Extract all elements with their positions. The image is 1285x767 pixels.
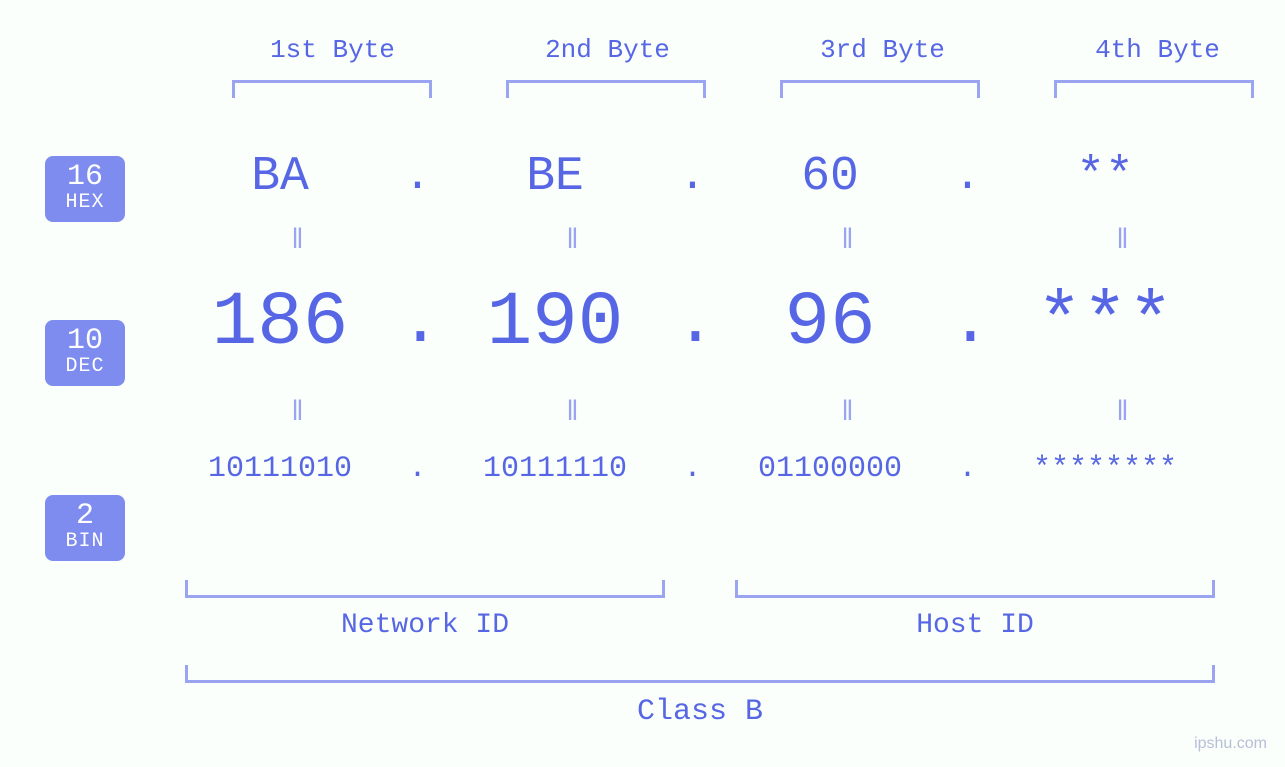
bin-octet-2: 10111110 [435, 452, 675, 486]
byte-bracket [1054, 80, 1254, 98]
dot-separator: . [950, 452, 985, 486]
badge-hex-num: 16 [45, 162, 125, 192]
hex-octet-4: ** [985, 150, 1225, 204]
dot-separator: . [950, 152, 985, 202]
badge-bin-num: 2 [45, 501, 125, 531]
host-id-label: Host ID [735, 610, 1215, 641]
class-label: Class B [185, 695, 1215, 729]
dec-octet-4: *** [985, 280, 1225, 366]
watermark: ipshu.com [1194, 735, 1267, 753]
hex-octet-2: BE [435, 150, 675, 204]
dec-octet-1: 186 [160, 280, 400, 366]
byte-bracket [506, 80, 706, 98]
equals-icon: ‖ [903, 394, 1285, 430]
dec-row: 186 . 190 . 96 . *** [160, 280, 1270, 366]
network-id-label: Network ID [185, 610, 665, 641]
dot-separator: . [400, 152, 435, 202]
bin-octet-1: 10111010 [160, 452, 400, 486]
bin-octet-4: ******** [985, 452, 1225, 486]
dot-separator: . [675, 285, 710, 362]
byte-header-3: 3rd Byte [745, 35, 1020, 65]
equals-row: ‖ ‖ ‖ ‖ [160, 394, 1270, 430]
dot-separator: . [950, 285, 985, 362]
badge-bin: 2 BIN [45, 495, 125, 561]
bin-octet-3: 01100000 [710, 452, 950, 486]
byte-bracket [780, 80, 980, 98]
byte-bracket-row [195, 80, 1285, 98]
byte-header-4: 4th Byte [1020, 35, 1285, 65]
hex-row: BA . BE . 60 . ** [160, 150, 1270, 204]
dot-separator: . [675, 152, 710, 202]
class-bracket [185, 665, 1215, 683]
badge-bin-label: BIN [45, 531, 125, 553]
lower-bracket-row [185, 580, 1215, 598]
badge-dec: 10 DEC [45, 320, 125, 386]
data-grid: BA . BE . 60 . ** ‖ ‖ ‖ ‖ 186 . 190 . 96… [160, 150, 1270, 486]
equals-icon: ‖ [903, 222, 1285, 258]
badge-hex: 16 HEX [45, 156, 125, 222]
dec-octet-2: 190 [435, 280, 675, 366]
hex-octet-3: 60 [710, 150, 950, 204]
badge-dec-label: DEC [45, 356, 125, 378]
network-bracket [185, 580, 665, 598]
lower-label-row: Network ID Host ID [185, 610, 1215, 641]
byte-bracket [232, 80, 432, 98]
equals-row: ‖ ‖ ‖ ‖ [160, 222, 1270, 258]
hex-octet-1: BA [160, 150, 400, 204]
badge-dec-num: 10 [45, 326, 125, 356]
byte-header-1: 1st Byte [195, 35, 470, 65]
dot-separator: . [400, 452, 435, 486]
byte-header-2: 2nd Byte [470, 35, 745, 65]
bin-row: 10111010 . 10111110 . 01100000 . *******… [160, 452, 1270, 486]
byte-header-row: 1st Byte 2nd Byte 3rd Byte 4th Byte [195, 35, 1285, 65]
dot-separator: . [400, 285, 435, 362]
dot-separator: . [675, 452, 710, 486]
badge-hex-label: HEX [45, 192, 125, 214]
dec-octet-3: 96 [710, 280, 950, 366]
host-bracket [735, 580, 1215, 598]
